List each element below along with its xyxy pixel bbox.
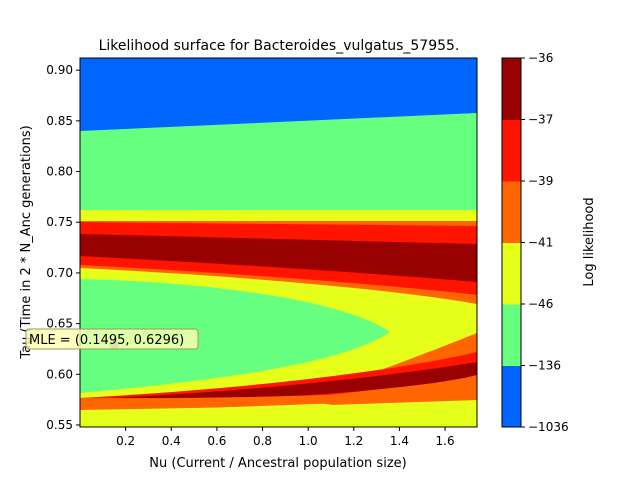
- x-tick-label: 1.4: [390, 434, 409, 448]
- band-yellow-bottom: [80, 400, 477, 427]
- x-tick-label: 1.2: [344, 434, 363, 448]
- chart-title: Likelihood surface for Bacteroides_vulga…: [99, 38, 460, 54]
- plot-area: [79, 57, 478, 428]
- colorbar-swatch: [502, 304, 521, 366]
- y-axis: 0.55 0.60 0.65 0.70 0.75 0.80 0.85 0.90: [46, 63, 80, 432]
- colorbar-swatch: [502, 181, 521, 243]
- x-axis: 0.2 0.4 0.6 0.8 1.0 1.2 1.4 1.6: [116, 427, 455, 448]
- colorbar-tick-label: −36: [528, 51, 553, 65]
- band-orange-lower-tail: [80, 387, 477, 411]
- colorbar-tick-label: −37: [528, 113, 553, 127]
- mle-label-box: [25, 328, 199, 350]
- x-axis-label: Nu (Current / Ancestral population size): [149, 456, 406, 471]
- mle-label: MLE = (0.1495, 0.6296): [29, 333, 184, 348]
- y-tick-label: 0.85: [46, 114, 73, 128]
- colorbar-swatch: [502, 119, 521, 182]
- y-axis-label: Tau (Time in 2 * N_Anc generations): [19, 125, 34, 359]
- y-tick-label: 0.80: [46, 165, 73, 179]
- y-tick-label: 0.65: [46, 317, 73, 331]
- band-green-center-lobe: [80, 279, 390, 393]
- colorbar-tick-label: −136: [528, 359, 561, 373]
- x-tick-label: 0.6: [207, 434, 226, 448]
- colorbar-label: Log likelihood: [582, 197, 597, 286]
- colorbar-tick-label: −41: [528, 236, 553, 250]
- colorbar-swatch: [502, 242, 521, 305]
- x-tick-label: 1.6: [436, 434, 455, 448]
- colorbar-tick-label: −39: [528, 174, 553, 188]
- mle-annotation: MLE = (0.1495, 0.6296): [25, 328, 199, 350]
- x-tick-label: 0.4: [162, 434, 181, 448]
- y-tick-label: 0.60: [46, 367, 73, 381]
- y-tick-label: 0.55: [46, 418, 73, 432]
- colorbar: −1036 −136 −46 −41 −39 −37 −36: [501, 51, 569, 434]
- x-tick-label: 1.0: [299, 434, 318, 448]
- colorbar-swatch: [502, 365, 521, 428]
- y-tick-label: 0.75: [46, 215, 73, 229]
- colorbar-tick-label: −46: [528, 297, 553, 311]
- y-tick-label: 0.70: [46, 266, 73, 280]
- plot-frame: [79, 57, 478, 428]
- x-tick-label: 0.2: [116, 434, 135, 448]
- colorbar-tick-label: −1036: [528, 420, 569, 434]
- band-darkred-lower-arm: [110, 362, 477, 399]
- colorbar-swatch: [502, 58, 521, 120]
- y-tick-label: 0.90: [46, 63, 73, 77]
- x-tick-label: 0.8: [253, 434, 272, 448]
